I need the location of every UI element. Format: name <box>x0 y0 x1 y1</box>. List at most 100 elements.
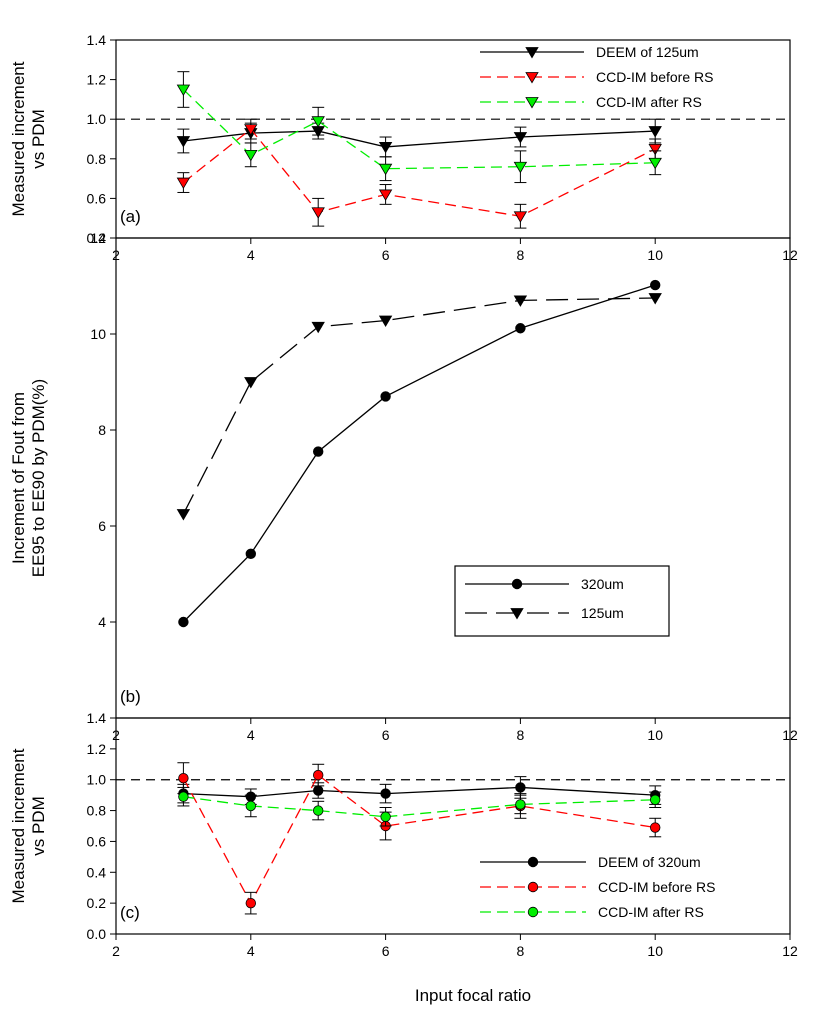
y-axis-title: vs PDM <box>29 109 48 169</box>
x-tick-label: 8 <box>517 247 525 263</box>
y-axis-title: vs PDM <box>29 796 48 856</box>
x-tick-label: 6 <box>382 727 390 743</box>
data-point <box>380 811 391 822</box>
data-point <box>380 788 391 799</box>
y-axis-title: Measured increment <box>9 748 28 903</box>
y-tick-label: 0.4 <box>87 864 107 880</box>
data-point <box>648 293 662 305</box>
panel-c: 2 4 6 8 10 12 0.0 0.2 0.4 0.6 0.8 1.0 1.2 1.4 Measured… <box>9 710 798 1005</box>
plot-frame <box>115 237 791 719</box>
data-point <box>313 446 324 457</box>
series-line <box>183 130 656 148</box>
series-line <box>182 297 656 515</box>
x-tick-label: 8 <box>517 727 525 743</box>
series-ccd-im-after-rs <box>176 71 662 184</box>
series-line <box>182 774 656 905</box>
data-point <box>513 161 528 174</box>
data-point <box>245 548 257 560</box>
legend-label: CCD-IM after RS <box>598 904 704 920</box>
series-deem-of-320um <box>177 776 662 805</box>
data-point <box>648 157 662 170</box>
x-tick-label: 6 <box>382 247 390 263</box>
data-point <box>650 822 661 833</box>
data-point <box>311 116 325 128</box>
x-tick-label: 4 <box>247 247 255 263</box>
legend-marker <box>527 856 539 868</box>
y-tick-label: 0.6 <box>87 833 107 849</box>
y-tick-label: 0.8 <box>87 151 107 167</box>
data-point <box>650 794 661 805</box>
data-point <box>515 799 526 810</box>
y-tick-label: 1.2 <box>87 741 107 757</box>
data-point <box>515 782 526 793</box>
legend-label: DEEM of 320um <box>598 854 701 870</box>
series-320um <box>178 279 661 628</box>
series-ccd-im-after-rs <box>177 786 662 827</box>
data-point <box>178 616 189 628</box>
legend-marker <box>510 608 524 620</box>
data-point <box>176 509 191 521</box>
y-tick-label: 10 <box>90 326 106 342</box>
data-point <box>648 126 662 138</box>
y-tick-label: 0.6 <box>87 190 107 206</box>
data-point <box>176 84 191 96</box>
y-tick-label: 4 <box>98 614 106 630</box>
legend-label: DEEM of 125um <box>596 44 699 60</box>
legend-label: 320um <box>581 576 624 592</box>
legend: DEEM of 125um CCD-IM before RS CCD-IM afte… <box>480 44 713 110</box>
x-tick-label: 6 <box>382 943 390 959</box>
data-point <box>380 391 391 402</box>
data-point <box>311 321 325 334</box>
panel-label: (c) <box>120 903 140 922</box>
x-tick-label: 2 <box>112 943 120 959</box>
x-tick-label: 10 <box>647 727 663 743</box>
y-tick-label: 0.0 <box>87 926 107 942</box>
y-tick-label: 1.4 <box>87 32 107 48</box>
legend-marker <box>525 97 539 109</box>
legend-label: 125um <box>581 605 624 621</box>
data-point <box>513 132 528 144</box>
data-point <box>244 377 258 389</box>
data-point <box>648 143 662 156</box>
y-tick-label: 12 <box>90 230 106 246</box>
series-ccd-im-before-rs <box>177 762 662 915</box>
x-axis-title: Input focal ratio <box>415 986 531 1005</box>
x-tick-label: 4 <box>247 727 255 743</box>
y-tick-label: 1.4 <box>87 710 107 726</box>
data-point <box>378 163 393 176</box>
data-point <box>176 136 191 148</box>
y-tick-label: 1.0 <box>87 111 107 127</box>
panel-label: (b) <box>120 687 141 706</box>
x-tick-label: 4 <box>247 943 255 959</box>
data-point <box>244 124 258 136</box>
data-point <box>176 177 191 190</box>
y-tick-label: 1.0 <box>87 772 107 788</box>
series-line <box>183 796 656 818</box>
series-line <box>182 89 656 170</box>
legend-label: CCD-IM before RS <box>596 69 713 85</box>
data-point <box>313 805 324 816</box>
data-point <box>245 897 257 909</box>
y-tick-label: 0.8 <box>87 803 107 819</box>
legend-marker <box>511 578 523 590</box>
data-point <box>513 295 528 307</box>
legend-marker <box>525 72 539 84</box>
data-point <box>515 323 526 334</box>
data-point <box>313 769 324 781</box>
series-line <box>183 786 656 798</box>
legend-label: CCD-IM after RS <box>596 94 702 110</box>
y-tick-label: 6 <box>98 518 106 534</box>
y-axis-title: Measured increment <box>9 61 28 216</box>
legend-marker <box>527 906 539 918</box>
y-tick-label: 8 <box>98 422 106 438</box>
series-line <box>182 284 656 623</box>
y-tick-label: 0.2 <box>87 895 107 911</box>
x-tick-label: 10 <box>647 247 663 263</box>
legend-marker <box>525 47 539 59</box>
series-line <box>182 128 656 217</box>
data-point <box>244 149 258 162</box>
data-point <box>313 785 324 796</box>
plot-frame <box>115 717 791 935</box>
